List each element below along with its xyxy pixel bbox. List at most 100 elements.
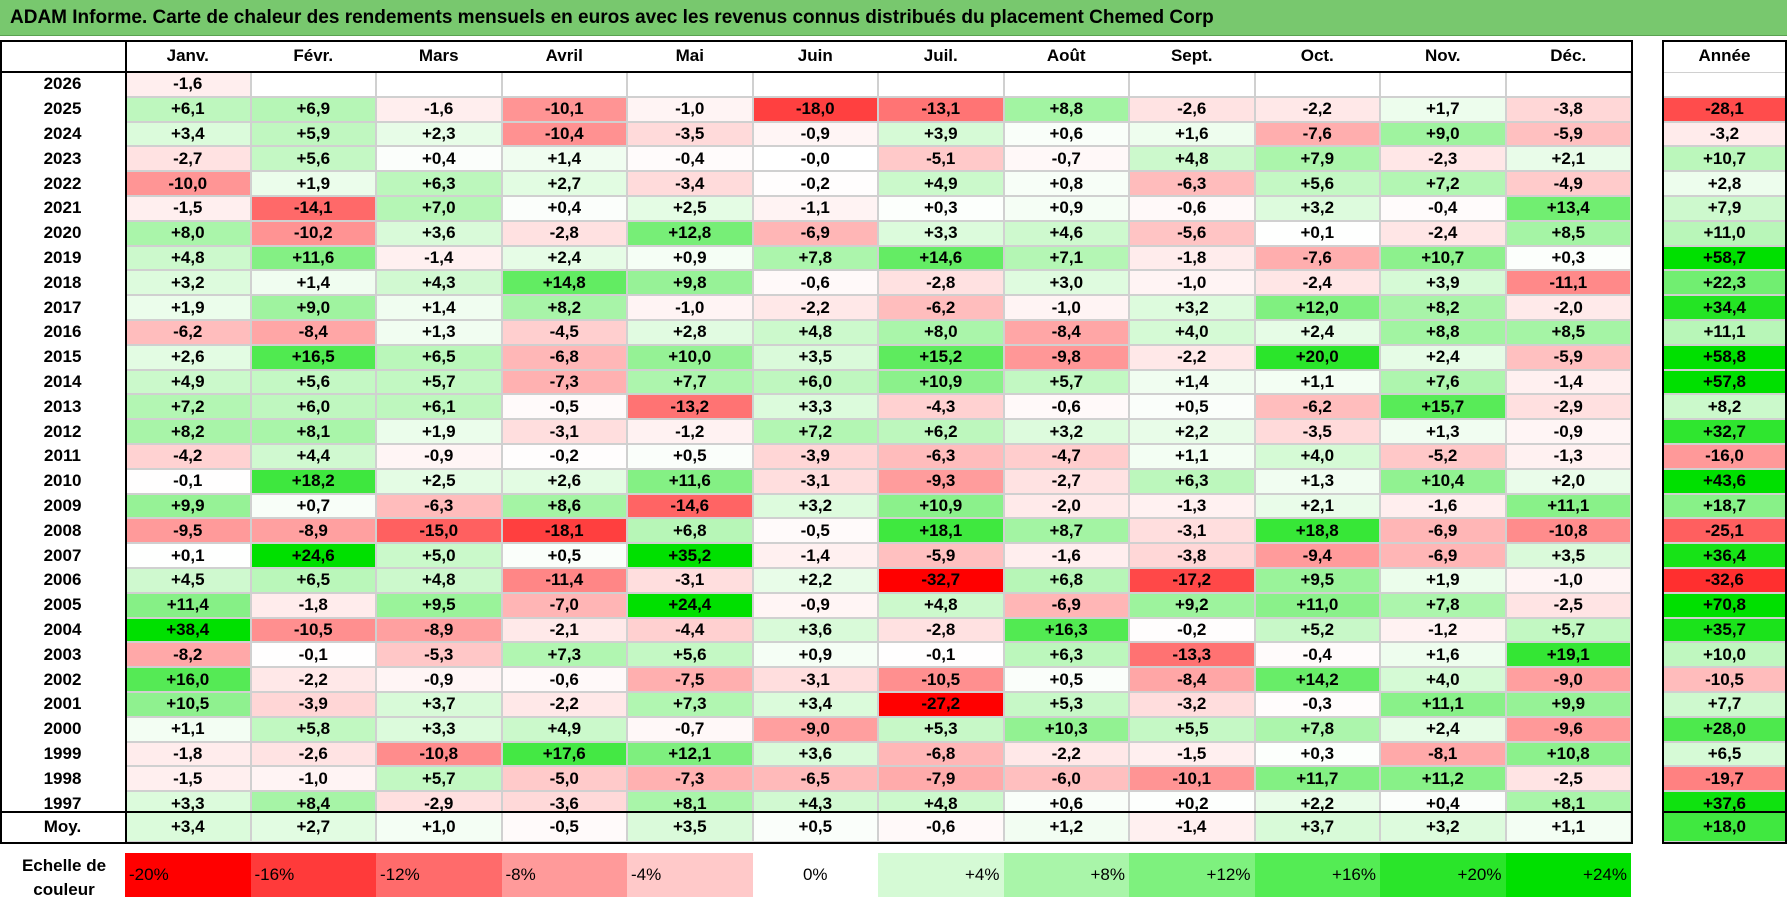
annual-total-cell: +34,4 [1662, 295, 1787, 320]
year-label: 2018 [43, 272, 82, 292]
heatmap-cell: +4,8 [878, 592, 1004, 618]
annual-total-cell: -3,2 [1662, 121, 1787, 147]
heatmap-cell: +7,3 [627, 692, 753, 717]
heatmap-cell: +0,9 [1003, 196, 1129, 221]
heatmap-cell: -1,4 [752, 543, 878, 568]
heatmap-cell: +11,6 [627, 468, 753, 494]
heatmap-cell: -10,8 [376, 741, 502, 767]
heatmap-cell: -9,3 [878, 468, 1004, 494]
heatmap-cell: -6,2 [125, 320, 251, 345]
annual-total-cell: +22,3 [1662, 270, 1787, 296]
heatmap-cell: -3,2 [1129, 692, 1255, 717]
heatmap-cell: -1,2 [627, 419, 753, 444]
year-label: 2024 [43, 123, 82, 143]
annual-total-cell: -19,7 [1662, 766, 1787, 792]
heatmap-cell: -1,3 [1505, 444, 1631, 469]
heatmap-cell: +1,3 [1380, 419, 1506, 444]
heatmap-cell: -3,1 [627, 568, 753, 593]
average-cell: +3,2 [1380, 812, 1506, 842]
heatmap-cell: +10,3 [1003, 716, 1129, 742]
heatmap-cell: +4,9 [501, 716, 627, 742]
heatmap-cell: +3,3 [752, 394, 878, 420]
heatmap-cell: +10,9 [878, 369, 1004, 395]
heatmap-cell: +2,2 [1129, 419, 1255, 444]
legend-swatch: +20% [1380, 853, 1506, 897]
heatmap-cell: +3,4 [752, 692, 878, 717]
heatmap-cell: -8,2 [125, 642, 251, 668]
heatmap-cell: -27,2 [878, 692, 1004, 717]
heatmap-cell: +3,7 [376, 692, 502, 717]
heatmap-cell: +4,0 [1380, 667, 1506, 692]
year-label: 1997 [43, 793, 82, 813]
heatmap-cell: +5,6 [627, 642, 753, 668]
annual-total-cell: +11,1 [1662, 320, 1787, 345]
month-header: Janv. [166, 46, 209, 65]
heatmap-cell: +16,5 [250, 344, 376, 370]
heatmap-cell: -2,8 [878, 617, 1004, 643]
heatmap-cell: +9,9 [1505, 692, 1631, 717]
heatmap-cell: +4,0 [1254, 444, 1380, 469]
heatmap-cell: +3,9 [878, 121, 1004, 147]
heatmap-cell: +3,5 [752, 344, 878, 370]
average-cell: +3,4 [125, 812, 251, 842]
heatmap-cell: -3,5 [627, 121, 753, 147]
heatmap-cell: +16,3 [1003, 617, 1129, 643]
heatmap-cell: -8,1 [1380, 741, 1506, 767]
heatmap-cell: +20,0 [1254, 344, 1380, 370]
heatmap-cell: +7,8 [752, 245, 878, 271]
heatmap-cell: -2,8 [501, 220, 627, 246]
heatmap-cell: -9,8 [1003, 344, 1129, 370]
heatmap-cell: -14,1 [250, 196, 376, 221]
heatmap-cell: -9,5 [125, 518, 251, 544]
heatmap-cell: +5,9 [250, 121, 376, 147]
heatmap-cell [1254, 72, 1380, 97]
heatmap-cell: -1,4 [376, 245, 502, 271]
heatmap-cell: +7,0 [376, 196, 502, 221]
heatmap-cell: -3,8 [1505, 96, 1631, 122]
heatmap-cell: -1,6 [1380, 493, 1506, 519]
annual-total-cell: +43,6 [1662, 468, 1787, 494]
heatmap-cell: +1,4 [376, 295, 502, 320]
year-label: 2013 [43, 396, 82, 416]
heatmap-cell: +3,6 [752, 617, 878, 643]
heatmap-cell: +8,2 [125, 419, 251, 444]
average-cell: +0,5 [752, 812, 878, 842]
heatmap-cell: +8,8 [1380, 320, 1506, 345]
annual-total-cell: +10,7 [1662, 146, 1787, 172]
heatmap-cell: -7,3 [627, 766, 753, 792]
heatmap-cell: +9,5 [1254, 568, 1380, 593]
heatmap-cell: -2,2 [501, 692, 627, 717]
heatmap-cell: +3,3 [878, 220, 1004, 246]
year-label: 2023 [43, 148, 82, 168]
heatmap-cell: +2,4 [1380, 344, 1506, 370]
annual-total-cell: +28,0 [1662, 716, 1787, 742]
heatmap-cell: -9,0 [1505, 667, 1631, 692]
heatmap-cell: +8,6 [501, 493, 627, 519]
heatmap-cell: +18,2 [250, 468, 376, 494]
heatmap-cell: +0,6 [1003, 121, 1129, 147]
heatmap-cell: +5,2 [1254, 617, 1380, 643]
heatmap-cell: +24,6 [250, 543, 376, 568]
heatmap-cell: -0,6 [1003, 394, 1129, 420]
heatmap-cell: +8,0 [125, 220, 251, 246]
heatmap-cell: -5,9 [1505, 121, 1631, 147]
heatmap-cell: +6,9 [250, 96, 376, 122]
heatmap-cell: +3,6 [752, 741, 878, 767]
heatmap-cell: +6,0 [250, 394, 376, 420]
heatmap-cell: +2,0 [1505, 468, 1631, 494]
heatmap-cell: -0,4 [627, 146, 753, 172]
heatmap-cell [376, 72, 502, 97]
heatmap-cell: +6,1 [376, 394, 502, 420]
heatmap-cell: +12,0 [1254, 295, 1380, 320]
heatmap-cell: +2,4 [1380, 716, 1506, 742]
heatmap-cell [1003, 72, 1129, 97]
heatmap-cell: +15,2 [878, 344, 1004, 370]
heatmap-cell: -3,9 [250, 692, 376, 717]
heatmap-cell: -18,1 [501, 518, 627, 544]
heatmap-cell: +7,8 [1380, 592, 1506, 618]
heatmap-cell: -15,0 [376, 518, 502, 544]
legend-swatch: +24% [1505, 853, 1631, 897]
heatmap-cell: +1,3 [376, 320, 502, 345]
heatmap-cell: +6,8 [1003, 568, 1129, 593]
year-label: 2019 [43, 247, 82, 267]
